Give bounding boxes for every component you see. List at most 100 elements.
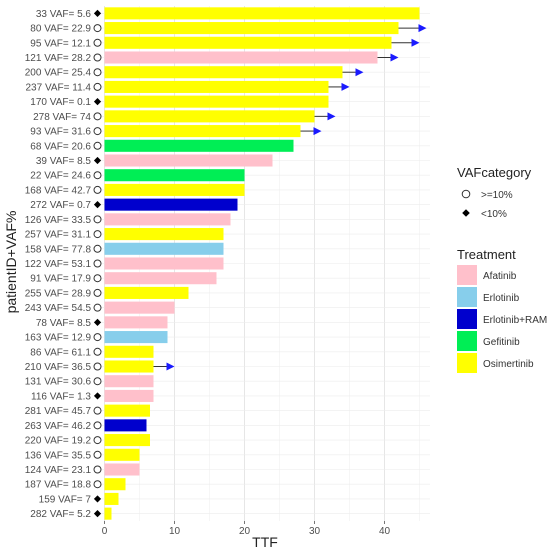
ongoing-arrow-head [411, 38, 420, 47]
vaf-marker-low [93, 156, 102, 165]
x-tick-label: 20 [239, 526, 251, 537]
vaf-marker-high [93, 53, 102, 62]
y-tick-label: 159 VAF= 7 [39, 494, 92, 505]
y-tick-label: 22 VAF= 24.6 [30, 171, 91, 182]
bar [104, 419, 147, 432]
bar [104, 95, 329, 108]
bar [104, 125, 301, 138]
vaf-marker-high [93, 406, 102, 415]
y-tick-label: 170 VAF= 0.1 [30, 97, 91, 108]
vaf-marker-high [93, 112, 102, 121]
bar [104, 331, 168, 344]
y-tick-label: 95 VAF= 12.1 [30, 38, 91, 49]
ongoing-arrow-head [390, 53, 399, 62]
bar [104, 345, 154, 358]
vaf-marker-low [93, 318, 102, 326]
bar [104, 51, 378, 64]
bar [104, 507, 112, 520]
vaf-marker-high [93, 465, 102, 474]
vaf-marker-high [93, 274, 102, 283]
legend-symbol-diamond [462, 209, 470, 217]
bar [104, 389, 154, 402]
bar [104, 7, 420, 20]
vaf-marker-low [93, 510, 102, 518]
bar [104, 404, 150, 417]
bar [104, 375, 154, 388]
ongoing-arrow-head [341, 82, 350, 91]
bar [104, 198, 238, 211]
bar [104, 110, 315, 123]
bar [104, 434, 150, 447]
y-tick-label: 33 VAF= 5.6 [36, 9, 92, 20]
vaf-marker-high [93, 38, 102, 47]
vaf-marker-high [93, 171, 102, 180]
vaf-marker-high [93, 333, 102, 342]
ongoing-arrow-head [418, 24, 427, 33]
legend: VAFcategory >=10% <10% Treatment Afatinib Erl… [457, 165, 547, 373]
bar [104, 492, 119, 505]
x-tick-label: 10 [169, 526, 181, 537]
vaf-marker-high [93, 303, 102, 312]
vaf-marker-high [93, 436, 102, 445]
bar [104, 360, 154, 373]
legend-label: Erlotinib [483, 293, 520, 304]
vaf-marker-high [93, 68, 102, 77]
y-tick-label: 263 VAF= 46.2 [25, 421, 92, 432]
y-tick-label: 243 VAF= 54.5 [25, 303, 92, 314]
x-tick-label: 30 [309, 526, 321, 537]
y-tick-label: 255 VAF= 28.9 [25, 288, 92, 299]
bar [104, 213, 231, 226]
vaf-marker-high [93, 450, 102, 459]
x-tick-label: 0 [102, 526, 108, 537]
bar [104, 463, 140, 476]
bar [104, 80, 329, 93]
ongoing-arrow-head [327, 112, 336, 121]
y-tick-label: 278 VAF= 74 [33, 112, 91, 123]
legend-label: >=10% [481, 190, 513, 201]
bar [104, 169, 245, 182]
legend-label: Afatinib [483, 271, 517, 282]
vaf-marker-high [93, 288, 102, 297]
bar [104, 183, 245, 196]
y-tick-label: 80 VAF= 22.9 [30, 24, 91, 35]
bar [104, 139, 294, 152]
vaf-marker-low [93, 98, 102, 106]
vaf-marker-high [93, 244, 102, 253]
y-tick-label: 93 VAF= 31.6 [30, 127, 91, 138]
vaf-marker-high [93, 82, 102, 91]
arrows-layer [153, 24, 427, 371]
y-tick-label: 121 VAF= 28.2 [25, 53, 92, 64]
bar [104, 301, 175, 314]
markers-layer [93, 9, 102, 518]
y-tick-label: 282 VAF= 5.2 [30, 509, 91, 520]
legend-symbol-circle [461, 189, 471, 199]
legend-label: <10% [481, 209, 507, 220]
y-tick-label: 86 VAF= 61.1 [30, 347, 91, 358]
bar [104, 66, 343, 79]
y-tick-label: 187 VAF= 18.8 [25, 480, 92, 491]
y-tick-label: 39 VAF= 8.5 [36, 156, 92, 167]
bar [104, 228, 224, 241]
legend-swatch [457, 265, 477, 285]
x-tick-label: 40 [379, 526, 391, 537]
bars-layer [104, 7, 420, 520]
bar [104, 22, 399, 35]
y-tick-label: 78 VAF= 8.5 [36, 318, 92, 329]
x-axis-title: TTF [252, 534, 278, 550]
y-tick-label: 200 VAF= 25.4 [25, 68, 92, 79]
vaf-marker-high [93, 347, 102, 356]
ongoing-arrow-head [355, 68, 364, 77]
vaf-marker-high [93, 362, 102, 371]
legend-swatch [457, 309, 477, 329]
y-tick-label: 136 VAF= 35.5 [25, 450, 92, 461]
bar [104, 316, 168, 329]
vaf-marker-low [93, 201, 102, 209]
legend-swatch [457, 353, 477, 373]
y-tick-label: 124 VAF= 23.1 [25, 465, 92, 476]
y-tick-label: 210 VAF= 36.5 [25, 362, 92, 373]
vaf-marker-low [93, 495, 102, 503]
y-tick-label: 68 VAF= 20.6 [30, 141, 91, 152]
vaf-marker-high [93, 421, 102, 430]
vaf-marker-high [93, 141, 102, 150]
